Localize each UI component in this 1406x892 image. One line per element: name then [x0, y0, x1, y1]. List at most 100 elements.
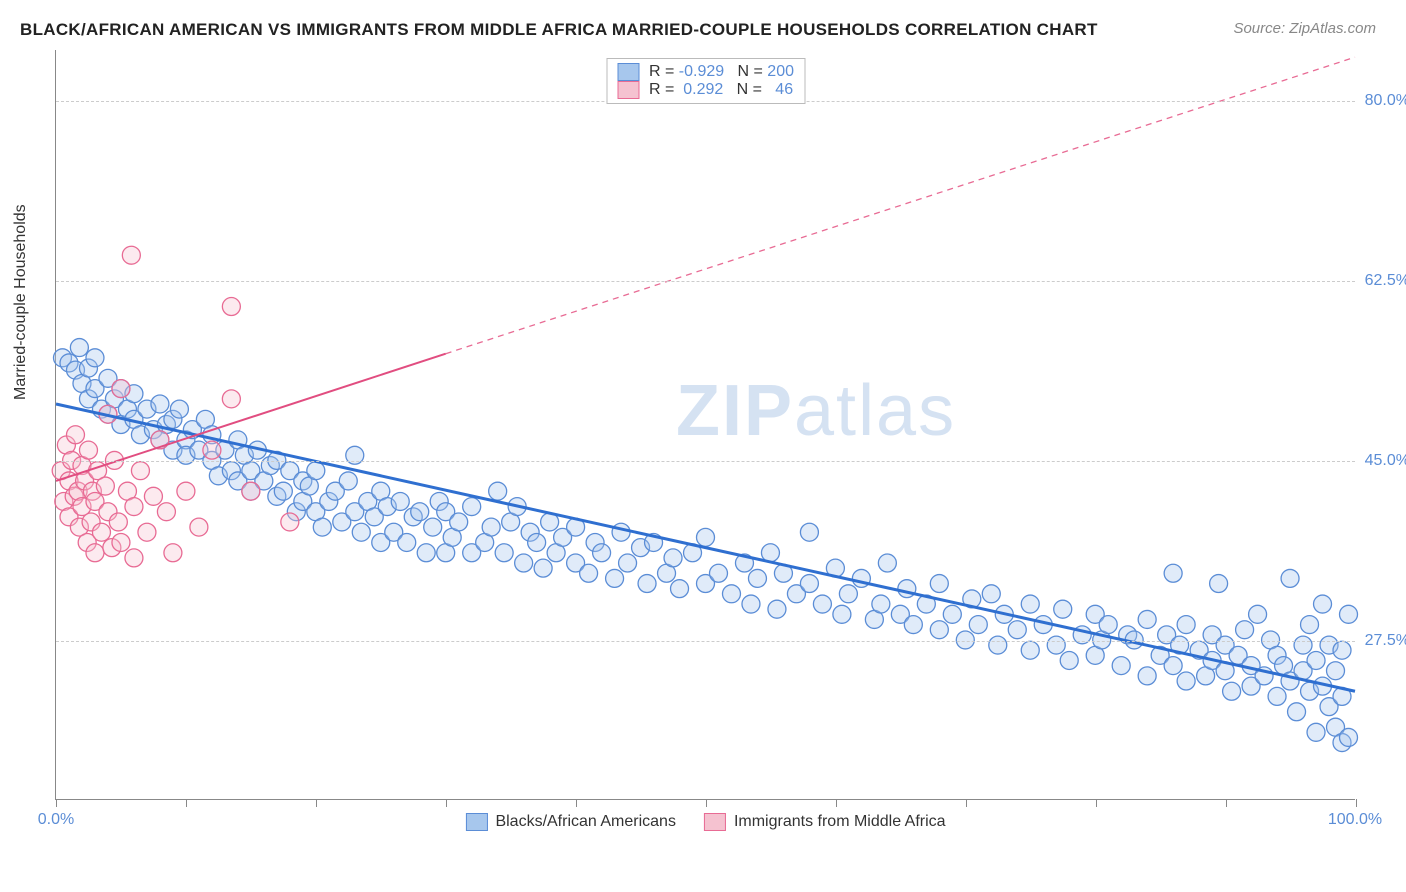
- data-point: [833, 605, 851, 623]
- data-point: [930, 621, 948, 639]
- data-point: [1008, 621, 1026, 639]
- data-point: [86, 544, 104, 562]
- data-point: [664, 549, 682, 567]
- data-point: [580, 564, 598, 582]
- data-point: [1138, 610, 1156, 628]
- gridline: [56, 641, 1355, 642]
- data-point: [1223, 682, 1241, 700]
- data-point: [982, 585, 1000, 603]
- data-point: [800, 523, 818, 541]
- chart-title: BLACK/AFRICAN AMERICAN VS IMMIGRANTS FRO…: [20, 20, 1098, 40]
- x-tick: [706, 799, 707, 807]
- data-point: [1138, 667, 1156, 685]
- data-point: [92, 523, 110, 541]
- data-point: [1177, 672, 1195, 690]
- data-point: [515, 554, 533, 572]
- x-tick: [186, 799, 187, 807]
- data-point: [424, 518, 442, 536]
- data-point: [109, 513, 127, 531]
- chart-svg: [56, 50, 1355, 799]
- data-point: [274, 482, 292, 500]
- data-point: [748, 569, 766, 587]
- data-point: [528, 534, 546, 552]
- x-tick: [836, 799, 837, 807]
- data-point: [1047, 636, 1065, 654]
- data-point: [1249, 605, 1267, 623]
- data-point: [138, 523, 156, 541]
- data-point: [190, 518, 208, 536]
- data-point: [1164, 657, 1182, 675]
- data-point: [1288, 703, 1306, 721]
- x-tick: [56, 799, 57, 807]
- data-point: [222, 390, 240, 408]
- data-point: [742, 595, 760, 613]
- data-point: [1210, 575, 1228, 593]
- x-tick: [446, 799, 447, 807]
- data-point: [281, 513, 299, 531]
- stats-n-value: 46: [771, 81, 793, 98]
- data-point: [1060, 651, 1078, 669]
- data-point: [1333, 641, 1351, 659]
- data-point: [1307, 723, 1325, 741]
- data-point: [709, 564, 727, 582]
- data-point: [1340, 728, 1358, 746]
- stats-legend-row: R = 0.292 N = 46: [617, 81, 794, 99]
- stats-r-label: R =: [649, 81, 683, 98]
- data-point: [761, 544, 779, 562]
- data-point: [612, 523, 630, 541]
- source-label: Source: ZipAtlas.com: [1233, 20, 1376, 37]
- data-point: [177, 482, 195, 500]
- data-point: [813, 595, 831, 613]
- data-point: [151, 395, 169, 413]
- data-point: [1340, 605, 1358, 623]
- y-tick-label: 27.5%: [1360, 632, 1406, 650]
- data-point: [800, 575, 818, 593]
- data-point: [79, 441, 97, 459]
- data-point: [489, 482, 507, 500]
- data-point: [411, 503, 429, 521]
- data-point: [1164, 564, 1182, 582]
- data-point: [1021, 595, 1039, 613]
- data-point: [495, 544, 513, 562]
- data-point: [131, 462, 149, 480]
- data-point: [697, 528, 715, 546]
- series-legend-item: Blacks/African Americans: [465, 813, 676, 831]
- data-point: [1281, 569, 1299, 587]
- series-legend-label: Immigrants from Middle Africa: [734, 813, 946, 831]
- data-point: [989, 636, 1007, 654]
- data-point: [1314, 595, 1332, 613]
- data-point: [482, 518, 500, 536]
- series-legend: Blacks/African Americans Immigrants from…: [465, 813, 945, 831]
- plot-area: ZIPatlas 27.5%45.0%62.5%80.0% 0.0% 100.0…: [55, 50, 1355, 800]
- gridline: [56, 281, 1355, 282]
- data-point: [969, 616, 987, 634]
- data-point: [417, 544, 435, 562]
- stats-r-label: R =: [649, 63, 679, 80]
- data-point: [619, 554, 637, 572]
- x-axis-max-label: 100.0%: [1328, 811, 1382, 829]
- data-point: [157, 503, 175, 521]
- legend-swatch-blue: [617, 63, 639, 81]
- data-point: [878, 554, 896, 572]
- data-point: [1268, 687, 1286, 705]
- x-tick: [316, 799, 317, 807]
- stats-legend: R = -0.929 N = 200 R = 0.292 N = 46: [606, 58, 805, 104]
- data-point: [638, 575, 656, 593]
- data-point: [722, 585, 740, 603]
- y-tick-label: 80.0%: [1360, 92, 1406, 110]
- data-point: [943, 605, 961, 623]
- data-point: [1294, 636, 1312, 654]
- data-point: [606, 569, 624, 587]
- data-point: [593, 544, 611, 562]
- data-point: [904, 616, 922, 634]
- data-point: [872, 595, 890, 613]
- legend-swatch-pink: [617, 81, 639, 99]
- stats-n-value: 200: [767, 63, 794, 80]
- data-point: [203, 441, 221, 459]
- data-point: [222, 298, 240, 316]
- data-point: [534, 559, 552, 577]
- data-point: [1177, 616, 1195, 634]
- y-tick-label: 45.0%: [1360, 452, 1406, 470]
- data-point: [86, 349, 104, 367]
- data-point: [1236, 621, 1254, 639]
